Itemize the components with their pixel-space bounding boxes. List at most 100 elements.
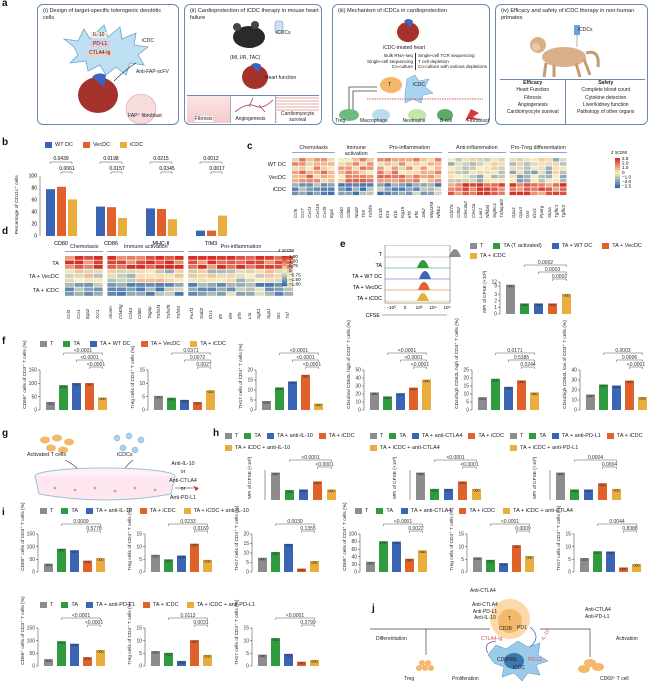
mechanism-summary-diagram (370, 599, 604, 682)
icdc-treated-heart-label: iCDC-treated heart (383, 45, 425, 51)
svg-text:0.0439: 0.0439 (53, 156, 69, 162)
bar (499, 563, 508, 572)
bar (472, 488, 481, 500)
gene-label: Cxcl5 (321, 206, 327, 218)
gene-label: Cd44 (127, 307, 133, 319)
svg-text:50: 50 (29, 557, 35, 563)
bar (370, 392, 379, 410)
histogram-stack: T TA TA + WT DC TA + VecDC TA + iCDC −10³ 0 10³… (352, 244, 461, 319)
bar (638, 397, 647, 410)
nhp-icdcs-label: iCDCs (578, 27, 593, 33)
svg-text:80: 80 (31, 186, 37, 192)
cfse-histogram: T TA TA + WT DC TA + VecDC TA + iCDC −10³ 0 10³… (340, 244, 475, 319)
svg-text:10: 10 (247, 388, 253, 394)
bar (271, 472, 280, 500)
panel-f-legend: T TA TA + WT DC TA + VecDC TA + iCDC (40, 341, 226, 347)
svg-text:TA + WT DC: TA + WT DC (352, 274, 382, 280)
svg-text:10: 10 (463, 392, 469, 398)
panel-label-e: e (340, 239, 346, 250)
cardiomyocyte-cell: Cardiomyocyte survival (275, 96, 319, 123)
bar (44, 659, 53, 666)
coculture-dish-illustration (34, 432, 199, 501)
svg-text:0.0061: 0.0061 (59, 166, 75, 172)
gene-label: Cd40lg (118, 303, 123, 319)
bar (625, 380, 634, 410)
bar (284, 543, 293, 572)
bar (562, 293, 571, 314)
svg-text:0.0113: 0.0113 (181, 613, 196, 619)
bar (297, 568, 306, 572)
svg-text:0: 0 (358, 408, 361, 414)
legend-swatch (82, 142, 90, 148)
gene-label: Alcam (108, 305, 114, 319)
bar (203, 654, 212, 666)
svg-text:20: 20 (571, 388, 577, 394)
bar (258, 654, 267, 666)
svg-text:TA: TA (376, 263, 383, 269)
gene-label: Tnfrsf9 (166, 304, 171, 319)
bar (418, 550, 427, 572)
bar (619, 567, 628, 572)
gene-label: Gpx3 (517, 206, 523, 218)
svg-text:10: 10 (355, 400, 361, 406)
svg-text:0.0171: 0.0171 (507, 348, 523, 354)
gene-label: Ccr1 (75, 308, 81, 319)
models-label: (MI, I/R, TAC) (230, 55, 261, 61)
gene-label: Il1r1 (208, 309, 214, 319)
svg-text:−2.5: −2.5 (622, 184, 632, 189)
bar (530, 392, 539, 410)
svg-text:<0.0001: <0.0001 (460, 462, 478, 468)
bar (57, 641, 66, 666)
svg-text:50: 50 (29, 651, 35, 657)
y-axis-label: TH17 cells of CD4⁺ T cells (%) (557, 505, 563, 571)
svg-text:150: 150 (27, 532, 36, 538)
activated-t-cells-label: Activated T cells (27, 452, 67, 458)
gene-label: Sgk1 (256, 308, 262, 319)
bar (70, 643, 79, 666)
bar (396, 393, 405, 410)
bar (313, 481, 322, 500)
svg-text:T: T (379, 252, 383, 258)
bar (151, 651, 160, 666)
svg-text:5: 5 (250, 398, 253, 404)
gene-label: Irf8 (414, 211, 420, 218)
grouped-bar-chart: 0 20 40 60 80 100 CD80 0.0439 0.0061 CD86 0.0198 0.… (29, 156, 227, 247)
svg-text:5: 5 (139, 651, 142, 657)
svg-text:TA + iCDC: TA + iCDC (357, 296, 382, 302)
bar (416, 472, 425, 500)
bar (98, 397, 107, 410)
panel-label-h: h (213, 428, 220, 439)
fibrosis-cell: Fibrosis (187, 96, 232, 123)
svg-text:10: 10 (571, 398, 577, 404)
mechanism-diagram (339, 74, 483, 121)
bar (593, 551, 602, 572)
bar (379, 541, 388, 572)
gene-label: Jak2 (421, 208, 427, 218)
gene-label: Lair1 (477, 207, 483, 218)
svg-text:20: 20 (355, 392, 361, 398)
svg-text:0: 0 (354, 570, 357, 576)
svg-text:0.75: 0.75 (289, 263, 298, 268)
bar (72, 383, 81, 410)
svg-text:15: 15 (247, 378, 253, 384)
bar (598, 483, 607, 500)
panel-a-iii-box: (iii) Mechanism of iCDCs in cardioprotec… (332, 4, 490, 125)
svg-text:2: 2 (494, 298, 497, 304)
gene-label: Src (275, 311, 281, 319)
y-axis-label: CD69⁺ cells of CD3⁺ T cells (%) (23, 340, 29, 409)
svg-text:2.0: 2.0 (622, 161, 629, 166)
gene-label: Cxcl16 (314, 203, 320, 218)
svg-text:15: 15 (136, 532, 142, 538)
y-axis-label: MFI of CFSE (×10³) (248, 456, 254, 499)
svg-text:150: 150 (27, 626, 36, 632)
bar (44, 563, 53, 572)
svg-text:5: 5 (461, 557, 464, 563)
svg-text:15: 15 (243, 626, 249, 632)
heatmap-group-label: Pro-inflammation (188, 244, 294, 252)
svg-text:10: 10 (139, 381, 145, 387)
zscore-label: z score (278, 248, 295, 254)
gene-label: Il15 (385, 210, 391, 218)
bar (422, 379, 431, 410)
